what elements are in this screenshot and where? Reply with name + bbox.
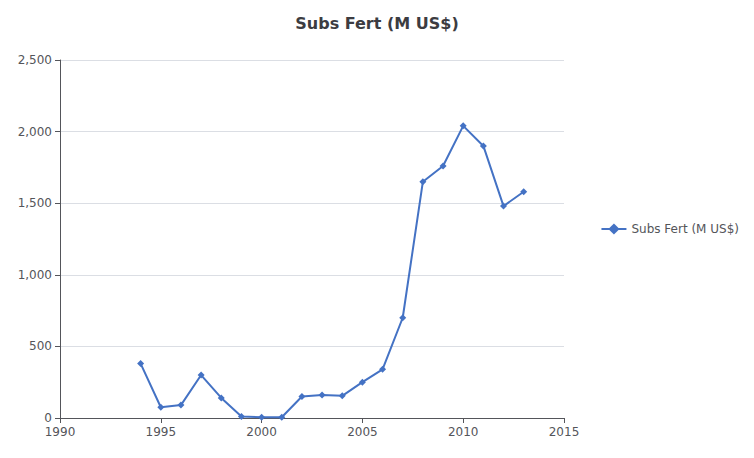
svg-text:1995: 1995	[146, 425, 177, 439]
svg-text:2010: 2010	[448, 425, 479, 439]
svg-text:Subs Fert (M US$): Subs Fert (M US$)	[631, 222, 739, 236]
svg-text:1,500: 1,500	[18, 196, 52, 210]
svg-text:2005: 2005	[347, 425, 378, 439]
svg-text:2,000: 2,000	[18, 125, 52, 139]
svg-text:1990: 1990	[45, 425, 76, 439]
svg-text:2,500: 2,500	[18, 53, 52, 67]
svg-text:2015: 2015	[549, 425, 580, 439]
svg-text:500: 500	[29, 339, 52, 353]
svg-text:1,000: 1,000	[18, 268, 52, 282]
svg-text:0: 0	[44, 411, 52, 425]
svg-text:2000: 2000	[246, 425, 277, 439]
svg-text:Subs Fert (M US$): Subs Fert (M US$)	[295, 14, 458, 33]
